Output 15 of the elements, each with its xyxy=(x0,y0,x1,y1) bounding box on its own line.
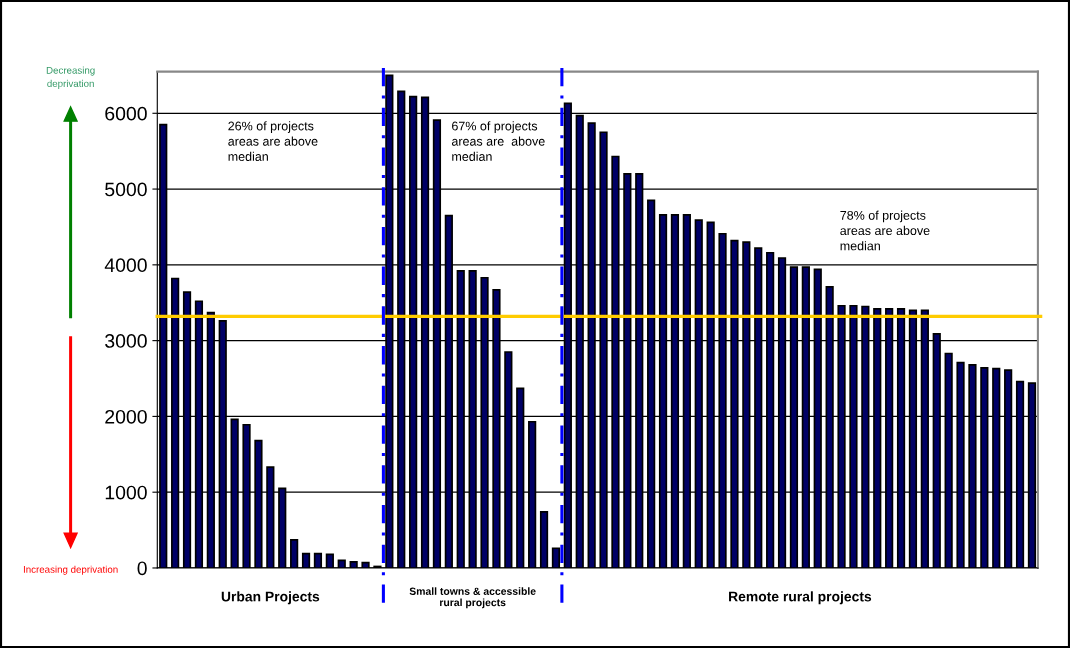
text: Small towns & accessible rural projects xyxy=(409,587,536,609)
y-tick-label: 0 xyxy=(137,561,147,576)
annotation: 67% of projects areas are above median xyxy=(451,121,545,161)
text: Decreasing deprivation xyxy=(46,66,95,89)
y-tick-label: 5000 xyxy=(105,182,147,197)
y-tick-label: 2000 xyxy=(105,409,147,424)
text: Increasing deprivation xyxy=(23,565,118,575)
y-tick-label: 1000 xyxy=(105,485,147,500)
text: Remote rural projects xyxy=(729,591,872,605)
text: Urban Projects xyxy=(221,591,320,605)
y-tick-label: 4000 xyxy=(104,258,147,273)
annotation: 26% of projects areas are above median xyxy=(228,121,318,161)
y-tick-label: 6000 xyxy=(105,106,147,121)
y-tick-label: 3000 xyxy=(105,334,147,348)
annotation: 78% of projects areas are above median xyxy=(840,210,930,251)
